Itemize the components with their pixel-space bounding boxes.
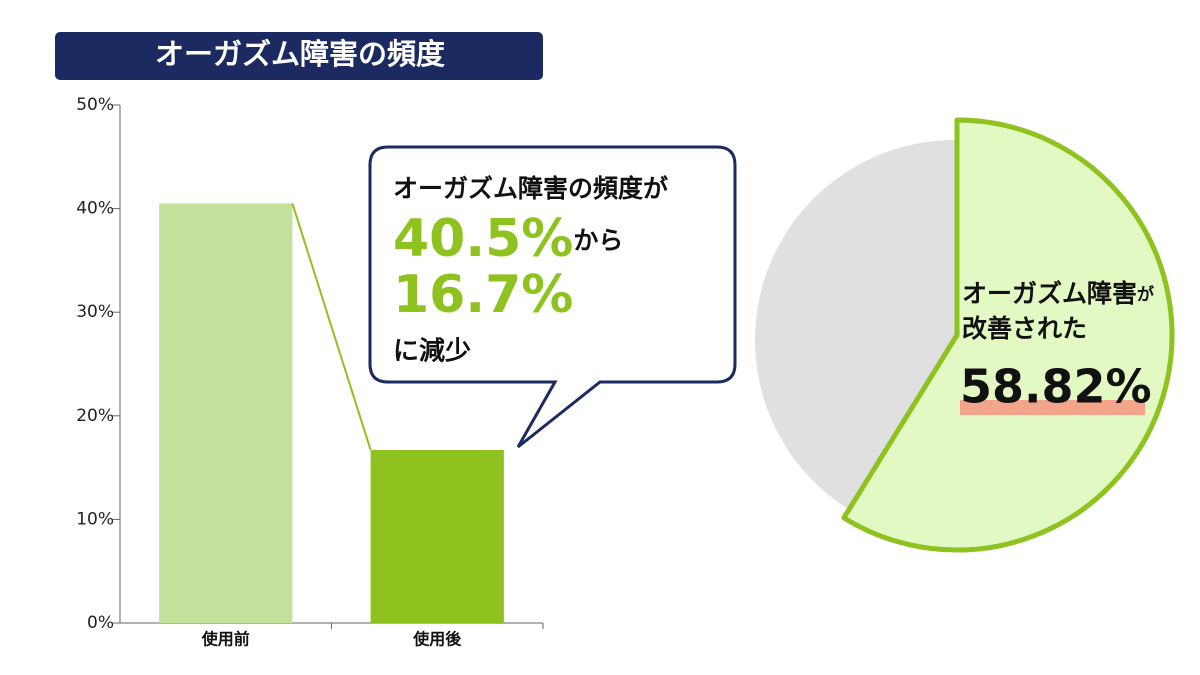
y-tick-label: 30% — [76, 302, 114, 322]
pie-label-main: オーガズム障害 — [962, 279, 1137, 308]
pie-value-label: 58.82% — [960, 360, 1152, 414]
pie-chart — [755, 117, 1175, 553]
y-tick-label: 50% — [76, 95, 114, 115]
y-tick-label: 10% — [76, 509, 114, 529]
connector — [291, 203, 372, 451]
title-banner — [55, 32, 543, 80]
callout-to: 16.7% — [393, 265, 573, 325]
pie-label-particle: が — [1137, 284, 1154, 305]
pie-label: オーガズム障害が — [962, 279, 1154, 308]
callout-from: 40.5% — [393, 209, 573, 269]
y-tick-label: 40% — [76, 199, 114, 219]
x-tick-label: 使用後 — [412, 630, 462, 649]
callout-from-suffix: から — [573, 226, 623, 255]
bar — [159, 203, 293, 624]
highlight — [960, 400, 1145, 415]
callout-bubble — [368, 145, 737, 449]
y-tick-label: 20% — [76, 406, 114, 426]
y-tick-label: 0% — [87, 613, 114, 633]
pie-label-line2: 改善された — [962, 314, 1087, 343]
bar — [370, 449, 504, 623]
callout-heading: オーガズム障害の頻度が — [393, 174, 668, 203]
callout-ending: に減少 — [393, 337, 471, 367]
title: オーガズム障害の頻度 — [155, 37, 445, 71]
x-tick-label: 使用前 — [201, 630, 250, 649]
pie-slice — [841, 117, 1175, 553]
callout-from-line: 40.5%から — [393, 209, 623, 269]
